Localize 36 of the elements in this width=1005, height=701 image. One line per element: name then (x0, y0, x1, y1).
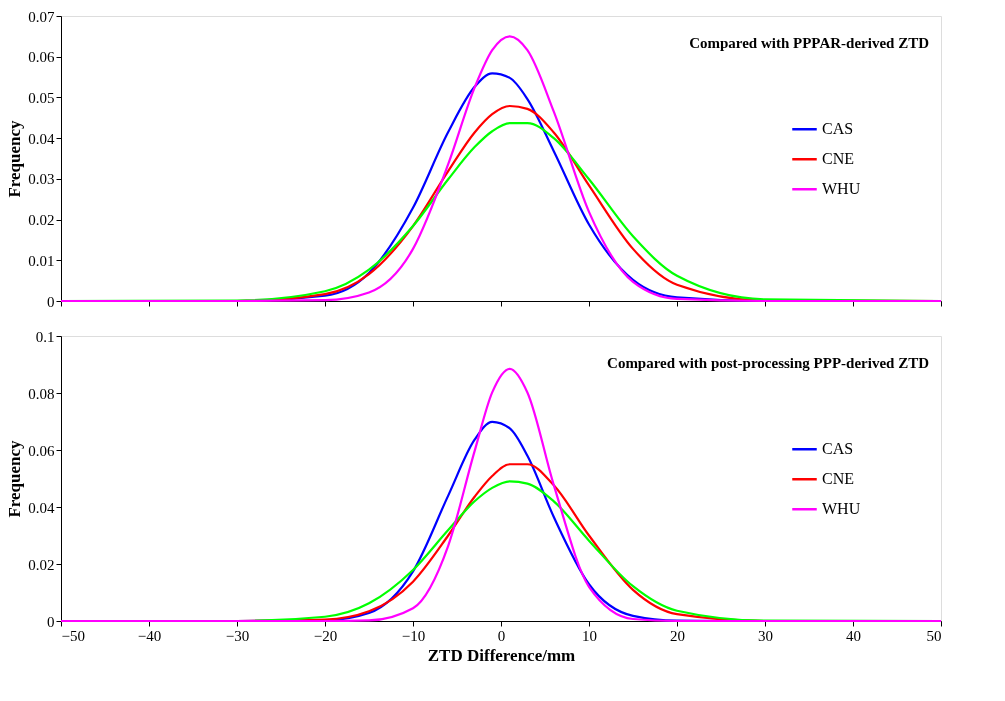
y-tick-label: 0.04 (28, 130, 55, 147)
x-tick-label: −20 (313, 627, 338, 644)
x-tick-label: 0 (497, 627, 506, 644)
y-tick-label: 0.06 (28, 49, 55, 66)
y-tick-label: 0.06 (28, 442, 55, 459)
x-axis-title: ZTD Difference/mm (427, 645, 576, 665)
x-tick-label: 30 (758, 627, 773, 644)
y-tick-label: 0.1 (35, 328, 55, 345)
x-tick-label: 50 (926, 627, 942, 644)
legend-label: CNE (822, 470, 854, 488)
y-tick-label: 0 (47, 293, 55, 310)
legend-label: CAS (822, 120, 854, 138)
y-tick-label: 0 (47, 613, 55, 630)
y-tick-label: 0.03 (28, 171, 55, 188)
annotation: Compared with post-processing PPP-derived ZTD (607, 355, 930, 371)
x-tick-label: −50 (61, 627, 85, 644)
legend-label: WHU (822, 180, 861, 198)
x-tick-label: −10 (401, 627, 426, 644)
x-tick-label: 40 (846, 627, 861, 644)
y-tick-label: 0.02 (28, 212, 55, 229)
y-tick-label: 0.07 (28, 8, 55, 25)
legend-label: CAS (822, 440, 854, 458)
y-tick-label: 0.01 (28, 252, 55, 269)
legend-label: WHU (822, 500, 861, 518)
y-tick-label: 0.04 (28, 499, 55, 516)
y-axis-title: Frequency (5, 119, 25, 198)
y-tick-label: 0.08 (28, 385, 55, 402)
x-tick-label: 20 (670, 627, 685, 644)
y-axis-title: Frequency (5, 439, 25, 518)
x-tick-label: −40 (137, 627, 162, 644)
annotation: Compared with PPPAR-derived ZTD (689, 35, 930, 51)
legend-label: CNE (822, 150, 854, 168)
x-tick-label: 10 (582, 627, 597, 644)
x-tick-label: −30 (225, 627, 250, 644)
y-tick-label: 0.02 (28, 556, 55, 573)
y-tick-label: 0.05 (28, 89, 55, 106)
